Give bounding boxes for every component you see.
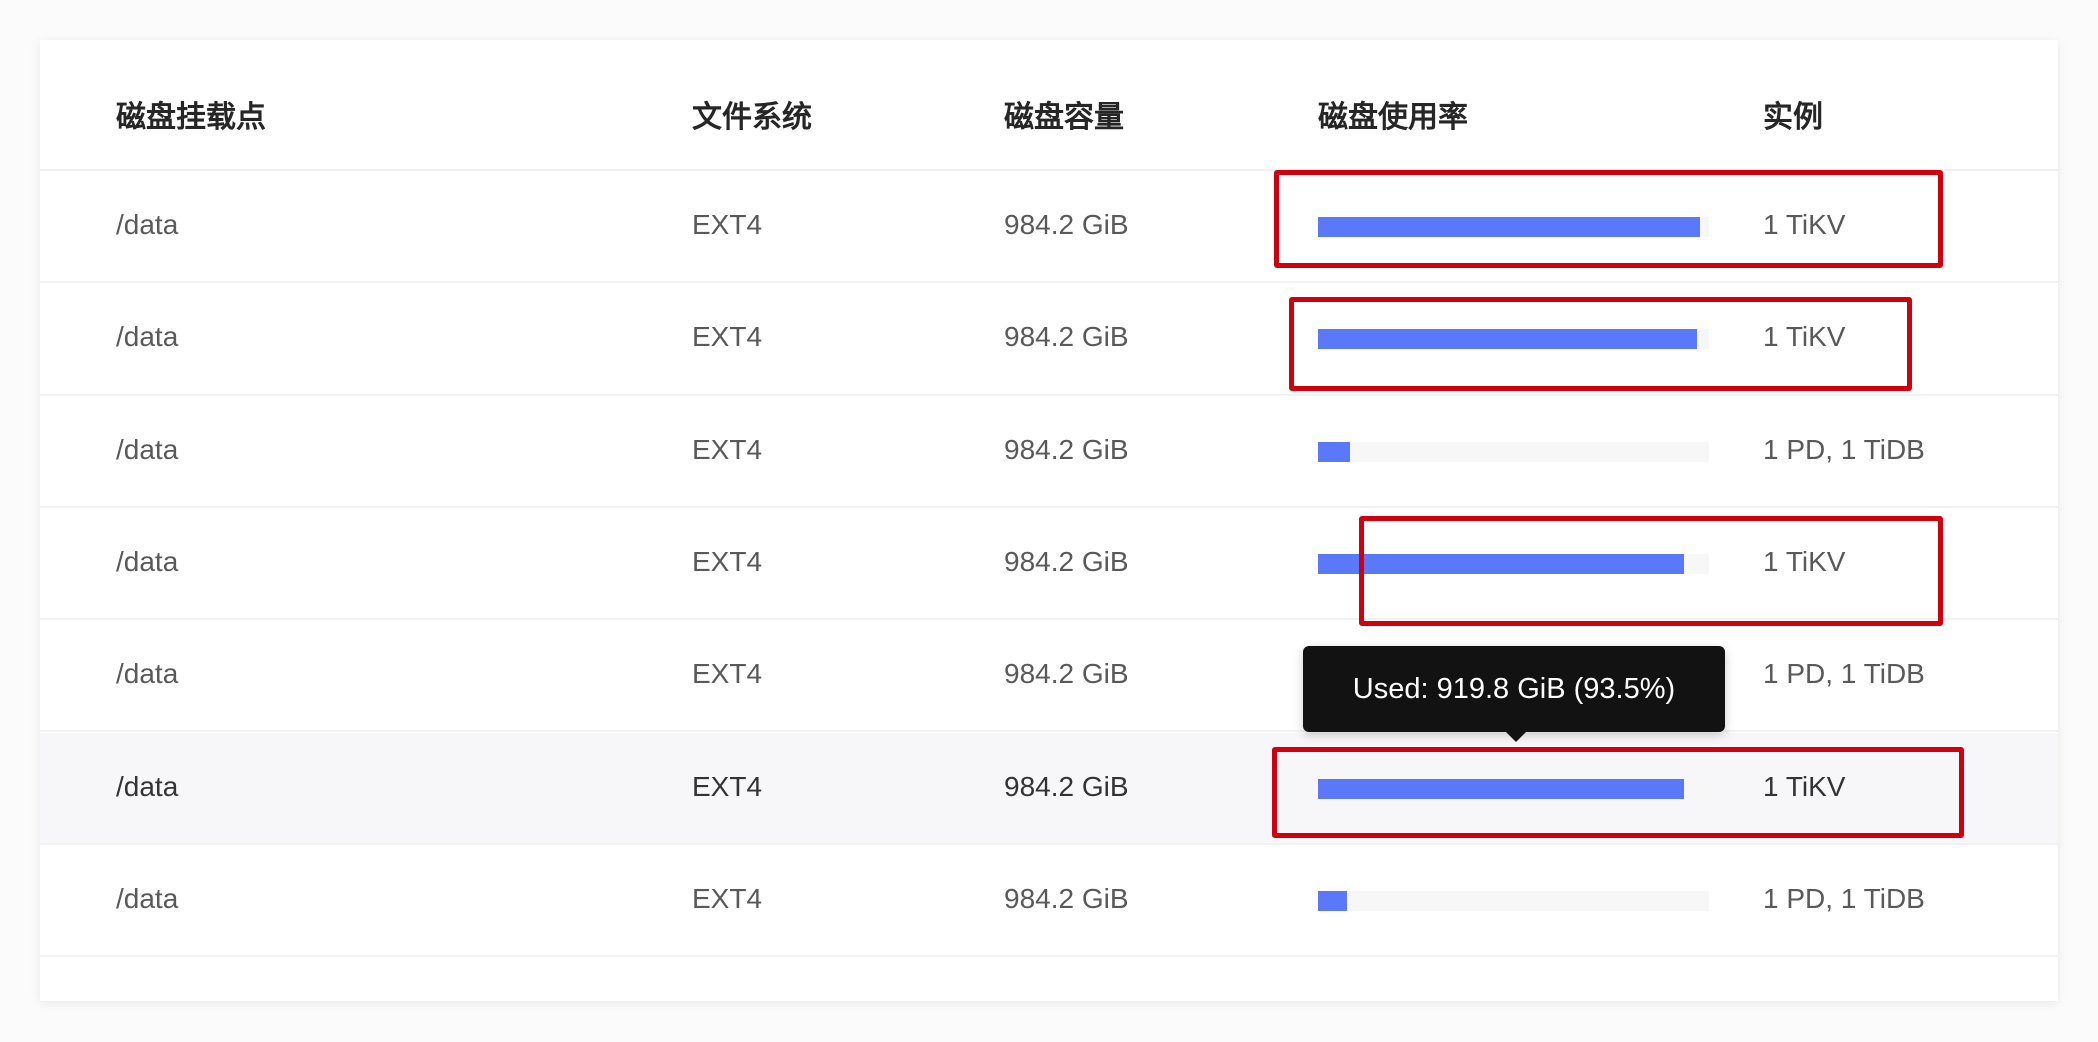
mount-point: /data (116, 209, 179, 240)
usage-bar[interactable] (1318, 329, 1709, 350)
highlight-box (1289, 297, 1912, 391)
usage-bar-fill (1318, 329, 1698, 350)
capacity: 984.2 GiB (1004, 209, 1129, 240)
filesystem: EXT4 (692, 882, 763, 914)
highlight-box (1359, 516, 1943, 626)
usage-bar-fill (1318, 778, 1684, 799)
filesystem: EXT4 (692, 545, 763, 577)
mount-point: /data (116, 321, 179, 353)
usage-bar-fill (1318, 890, 1348, 911)
usage-bar-fill (1318, 553, 1684, 574)
table-row[interactable]: /data EXT4 984.2 GiB 1 TiKV (40, 508, 2058, 621)
usage-bar-fill (1318, 217, 1700, 237)
capacity: 984.2 GiB (1004, 321, 1129, 353)
instances: 1 PD, 1 TiDB (1763, 433, 1925, 465)
usage-bar[interactable] (1318, 553, 1709, 574)
filesystem: EXT4 (692, 770, 763, 802)
table-header: 磁盘挂载点 文件系统 磁盘容量 磁盘使用率 实例 (40, 40, 2058, 171)
col-filesystem: 文件系统 (692, 100, 812, 135)
col-usage: 磁盘使用率 (1318, 100, 1468, 135)
usage-bar[interactable] (1318, 890, 1709, 911)
instances: 1 TiKV (1763, 770, 1846, 802)
capacity: 984.2 GiB (1004, 658, 1129, 690)
col-capacity: 磁盘容量 (1004, 100, 1124, 135)
col-instances: 实例 (1763, 100, 1823, 135)
table-row[interactable]: /data EXT4 984.2 GiB 1 PD, 1 TiDB (40, 620, 2058, 733)
instances: 1 PD, 1 TiDB (1763, 658, 1925, 690)
instances: 1 TiKV (1763, 545, 1846, 577)
usage-bar-fill (1318, 441, 1351, 462)
mount-point: /data (116, 433, 179, 465)
usage-tooltip: Used: 919.8 GiB (93.5%) (1303, 646, 1725, 742)
filesystem: EXT4 (692, 321, 763, 353)
mount-point: /data (116, 882, 179, 914)
col-mount-point: 磁盘挂载点 (116, 100, 266, 135)
filesystem: EXT4 (692, 658, 763, 690)
instances: 1 PD, 1 TiDB (1763, 882, 1925, 914)
mount-point: /data (116, 545, 179, 577)
table-row[interactable]: /data EXT4 984.2 GiB 1 TiKV (40, 171, 2058, 284)
capacity: 984.2 GiB (1004, 433, 1129, 465)
capacity: 984.2 GiB (1004, 882, 1129, 914)
mount-point: /data (116, 658, 179, 690)
table-row[interactable]: /data EXT4 984.2 GiB 1 PD, 1 TiDB (40, 396, 2058, 508)
table-row[interactable]: /data EXT4 984.2 GiB 1 TiKV (40, 283, 2058, 396)
capacity: 984.2 GiB (1004, 545, 1129, 577)
instances: 1 TiKV (1763, 321, 1846, 353)
instances: 1 TiKV (1763, 209, 1846, 240)
capacity: 984.2 GiB (1004, 770, 1129, 802)
usage-bar[interactable] (1318, 441, 1709, 462)
usage-bar[interactable] (1318, 778, 1709, 799)
filesystem: EXT4 (692, 433, 763, 465)
highlight-box (1274, 170, 1943, 268)
table-row[interactable]: /data EXT4 984.2 GiB 1 PD, 1 TiDB (40, 845, 2058, 958)
highlight-box (1272, 747, 1964, 838)
usage-bar[interactable] (1318, 217, 1709, 237)
mount-point: /data (116, 770, 179, 802)
filesystem: EXT4 (692, 209, 763, 240)
